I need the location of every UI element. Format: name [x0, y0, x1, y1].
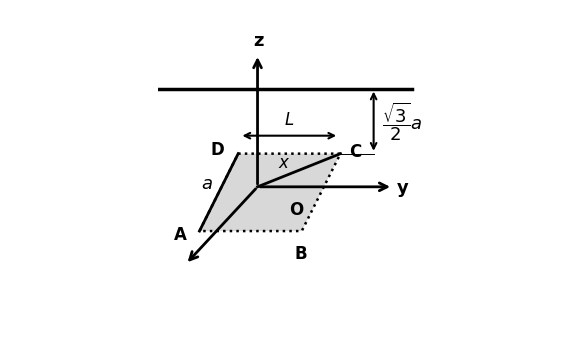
Text: $\dfrac{\sqrt{3}}{2}a$: $\dfrac{\sqrt{3}}{2}a$ — [382, 100, 423, 143]
Text: B: B — [294, 245, 307, 263]
Text: z: z — [254, 32, 264, 50]
Polygon shape — [199, 154, 340, 231]
Text: x: x — [279, 154, 289, 172]
Text: a: a — [201, 175, 212, 193]
Text: O: O — [290, 201, 303, 219]
Text: L: L — [285, 111, 294, 129]
Text: A: A — [174, 226, 187, 244]
Text: D: D — [210, 140, 224, 159]
Text: y: y — [397, 179, 409, 197]
Text: C: C — [349, 143, 361, 161]
